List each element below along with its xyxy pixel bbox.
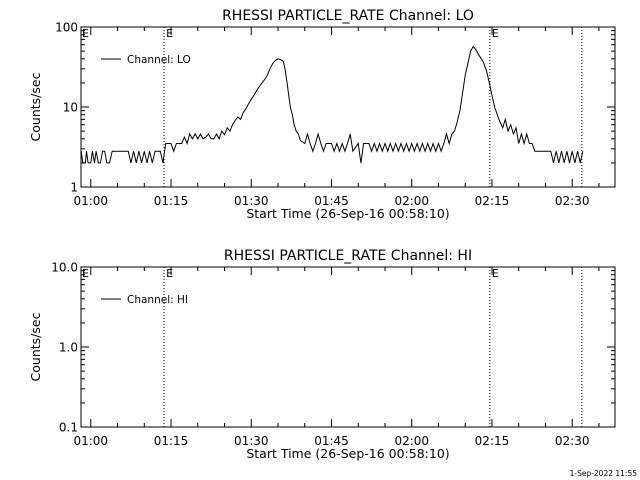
x-tick-label: 01:45 [314, 434, 349, 448]
x-tick-label: 01:15 [154, 434, 189, 448]
frame-start-marker-label: E [82, 267, 89, 280]
x-tick-label: 01:00 [73, 194, 108, 208]
chart-title: RHESSI PARTICLE_RATE Channel: LO [222, 8, 474, 24]
plot-frame [80, 26, 616, 188]
event-marker-label: E [166, 267, 173, 280]
x-tick-label: 01:00 [73, 434, 108, 448]
x-tick-label: 01:30 [234, 194, 269, 208]
y-tick-label: 10.0 [51, 261, 78, 275]
chart-title: RHESSI PARTICLE_RATE Channel: HI [224, 248, 472, 264]
x-tick-label: 02:15 [475, 434, 510, 448]
series-line-channel-lo [80, 45, 584, 164]
y-tick-label: 1.0 [59, 341, 78, 355]
footer-timestamp: 1-Sep-2022 11:55 [570, 469, 638, 478]
lo-channel-panel: RHESSI PARTICLE_RATE Channel: LO 01:00 01:… [28, 8, 616, 221]
x-tick-label: 02:00 [394, 434, 429, 448]
y-axis-label: Counts/sec [28, 312, 43, 381]
x-axis-label: Start Time (26-Sep-16 00:58:10) [246, 206, 449, 221]
legend-label: Channel: LO [127, 54, 191, 66]
x-tick-label: 02:30 [555, 194, 590, 208]
y-tick-label: 10 [63, 101, 78, 115]
y-tick-label: 0.1 [59, 421, 78, 435]
x-tick-label: 01:45 [314, 194, 349, 208]
event-marker-label: E [492, 267, 499, 280]
x-tick-label: 01:30 [234, 434, 269, 448]
hi-channel-panel: RHESSI PARTICLE_RATE Channel: HI 01:00 01:… [28, 248, 616, 461]
event-marker-label: E [166, 27, 173, 40]
x-tick-label: 02:00 [394, 194, 429, 208]
y-axis-label: Counts/sec [28, 72, 43, 141]
x-tick-label: 02:30 [555, 434, 590, 448]
x-tick-label: 01:15 [154, 194, 189, 208]
event-marker-label: E [492, 27, 499, 40]
x-axis-label: Start Time (26-Sep-16 00:58:10) [246, 446, 449, 461]
legend-label: Channel: HI [127, 294, 188, 306]
y-tick-label: 100 [55, 21, 78, 35]
y-tick-label: 1 [70, 181, 78, 195]
frame-start-marker-label: E [82, 27, 89, 40]
plot-frame [80, 266, 616, 428]
x-tick-label: 02:15 [475, 194, 510, 208]
